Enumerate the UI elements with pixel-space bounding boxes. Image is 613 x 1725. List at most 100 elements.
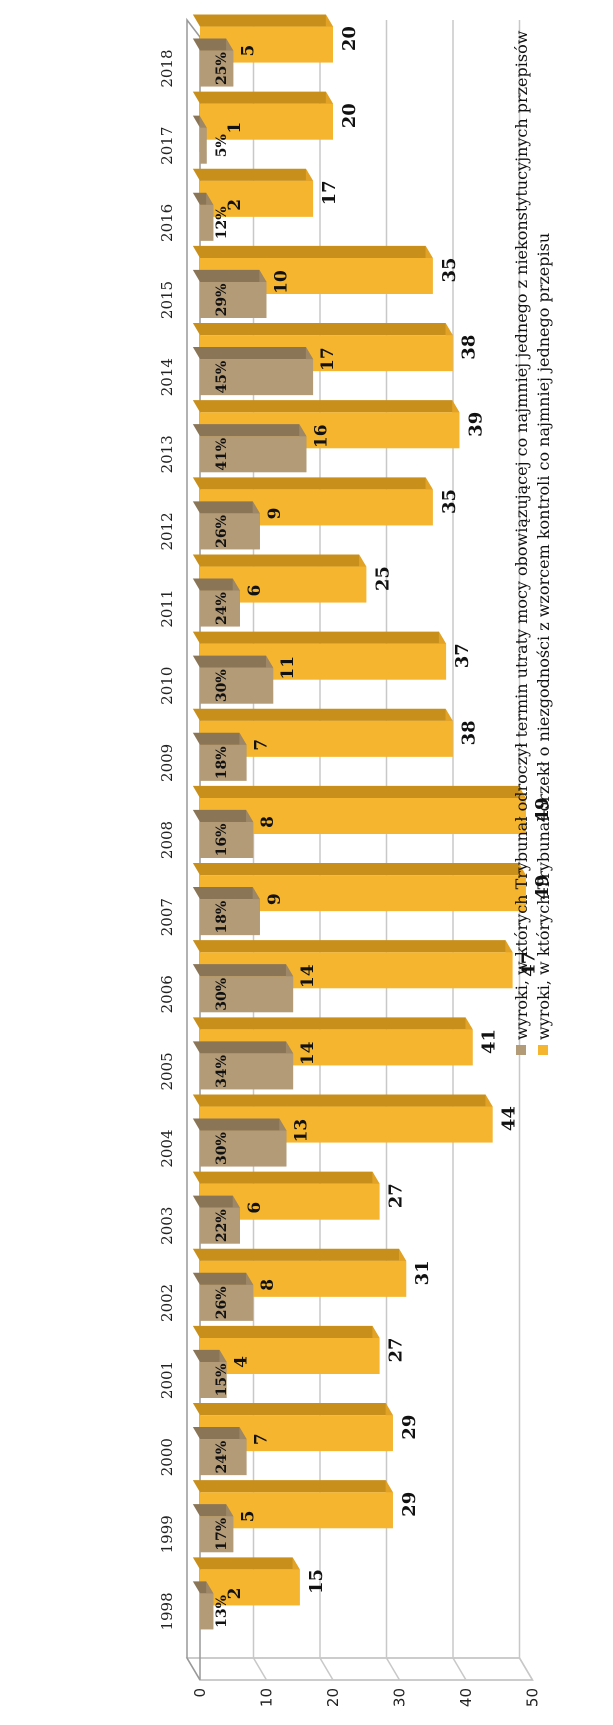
bar-postponed bbox=[200, 1593, 214, 1630]
x-category-label: 2000 bbox=[158, 1438, 176, 1476]
postponed-label: 10 bbox=[272, 270, 292, 294]
postponed-label: 7 bbox=[252, 739, 272, 751]
total-label: 41 bbox=[479, 1029, 500, 1054]
postponed-label: 14 bbox=[298, 1041, 318, 1065]
bar-total-side bbox=[192, 1325, 380, 1338]
bar-postponed bbox=[200, 1516, 234, 1553]
postponed-label: 16 bbox=[311, 424, 331, 448]
bar-total-side bbox=[192, 477, 433, 490]
bar-total-side bbox=[192, 168, 314, 181]
postponed-label: 17 bbox=[318, 347, 338, 371]
x-category-label: 2010 bbox=[158, 667, 176, 705]
x-category-label: 2002 bbox=[158, 1284, 176, 1322]
percent-label: 24% bbox=[214, 592, 230, 625]
total-label: 49 bbox=[532, 875, 553, 900]
x-category-label: 2017 bbox=[158, 127, 176, 165]
bar-postponed-side bbox=[192, 578, 240, 591]
total-label: 27 bbox=[386, 1337, 407, 1362]
bar-postponed-side bbox=[192, 1272, 254, 1285]
bar-postponed bbox=[200, 1284, 254, 1321]
postponed-label: 5 bbox=[238, 45, 258, 57]
bar-postponed-side bbox=[192, 732, 247, 745]
postponed-label: 9 bbox=[265, 508, 285, 520]
bar-postponed-side bbox=[192, 887, 260, 900]
bar-postponed bbox=[200, 1207, 240, 1244]
total-label: 15 bbox=[306, 1569, 327, 1594]
percent-label: 41% bbox=[214, 438, 230, 471]
bar-postponed-side bbox=[192, 1427, 247, 1440]
bar-total-side bbox=[192, 245, 433, 258]
percent-label: 16% bbox=[214, 824, 230, 857]
legend-swatch-yellow bbox=[538, 1045, 548, 1055]
legend: wyroki, w których Trybunał odroczył term… bbox=[510, 31, 554, 1055]
bar-postponed-side bbox=[192, 1504, 234, 1517]
percent-label: 30% bbox=[214, 669, 230, 702]
bar-postponed-side bbox=[192, 424, 307, 437]
bar-total-side bbox=[192, 1017, 473, 1030]
total-label: 44 bbox=[499, 1106, 520, 1131]
x-category-label: 2014 bbox=[158, 358, 176, 396]
total-label: 20 bbox=[339, 103, 360, 128]
legend-item-postponed: wyroki, w których Trybunał odroczył term… bbox=[510, 31, 532, 1055]
percent-label: 22% bbox=[214, 1209, 230, 1242]
gridline-wall bbox=[319, 1657, 334, 1681]
total-label: 27 bbox=[386, 1183, 407, 1208]
postponed-label: 14 bbox=[298, 964, 318, 988]
bar-postponed bbox=[200, 359, 314, 396]
postponed-label: 4 bbox=[232, 1356, 252, 1368]
bar-total bbox=[200, 720, 453, 757]
percent-label: 18% bbox=[214, 746, 230, 779]
bar-total bbox=[200, 566, 367, 603]
bar-postponed-side bbox=[192, 1118, 287, 1131]
bar-postponed bbox=[200, 744, 247, 781]
percent-label: 24% bbox=[214, 1441, 230, 1474]
postponed-label: 13 bbox=[291, 1119, 311, 1143]
total-label: 29 bbox=[399, 1415, 420, 1440]
percent-label: 26% bbox=[214, 1286, 230, 1319]
bar-total-side bbox=[192, 400, 460, 413]
bar-postponed bbox=[200, 50, 234, 87]
x-category-label: 2018 bbox=[158, 49, 176, 87]
bar-total bbox=[200, 180, 314, 217]
bar-total-side bbox=[192, 940, 513, 953]
bar-total bbox=[200, 1415, 393, 1452]
bar-total bbox=[200, 798, 526, 834]
bar-total-side bbox=[192, 323, 453, 336]
total-label: 49 bbox=[532, 797, 553, 822]
bar-postponed bbox=[200, 899, 260, 936]
total-label: 38 bbox=[459, 720, 480, 745]
bar-postponed-side bbox=[192, 501, 260, 514]
postponed-label: 1 bbox=[225, 122, 245, 134]
percent-label: 15% bbox=[214, 1364, 230, 1397]
percent-label: 5% bbox=[214, 134, 230, 157]
total-label: 38 bbox=[459, 335, 480, 360]
bar-total-side bbox=[192, 1094, 493, 1107]
percent-label: 18% bbox=[214, 901, 230, 934]
bar-postponed-side bbox=[192, 964, 294, 977]
bar-total bbox=[200, 875, 526, 912]
bar-total-side bbox=[192, 785, 526, 798]
postponed-label: 8 bbox=[258, 816, 278, 828]
bar-postponed-side bbox=[192, 655, 274, 668]
x-category-label: 2001 bbox=[158, 1361, 176, 1399]
y-tick-label: 50 bbox=[524, 1688, 542, 1707]
bar-total-side bbox=[192, 708, 453, 721]
bar-total bbox=[200, 1569, 300, 1606]
x-category-label: 2015 bbox=[158, 281, 176, 319]
total-label: 25 bbox=[372, 566, 393, 591]
side-wall bbox=[185, 1657, 534, 1681]
x-category-label: 2009 bbox=[158, 744, 176, 782]
percent-label: 25% bbox=[214, 52, 230, 85]
x-category-label: 1998 bbox=[158, 1592, 176, 1630]
bar-total-side bbox=[192, 1403, 393, 1416]
percent-label: 29% bbox=[214, 284, 230, 317]
bar-total-side bbox=[192, 554, 367, 567]
y-tick-label: 0 bbox=[191, 1688, 209, 1698]
bar-total-side bbox=[192, 631, 447, 644]
gridline-wall bbox=[252, 1657, 268, 1681]
total-label: 31 bbox=[412, 1260, 433, 1285]
postponed-label: 5 bbox=[238, 1510, 258, 1522]
x-category-label: 2011 bbox=[158, 589, 176, 627]
